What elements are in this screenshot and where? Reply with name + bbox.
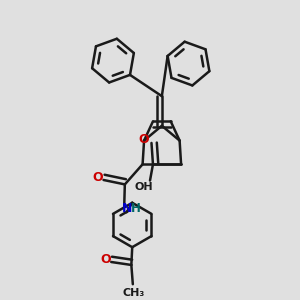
Text: OH: OH (134, 182, 153, 192)
Text: O: O (100, 253, 111, 266)
Text: O: O (92, 170, 103, 184)
Text: H: H (131, 202, 141, 215)
Text: O: O (139, 134, 149, 146)
Text: CH₃: CH₃ (122, 287, 145, 298)
Text: N: N (122, 202, 132, 215)
